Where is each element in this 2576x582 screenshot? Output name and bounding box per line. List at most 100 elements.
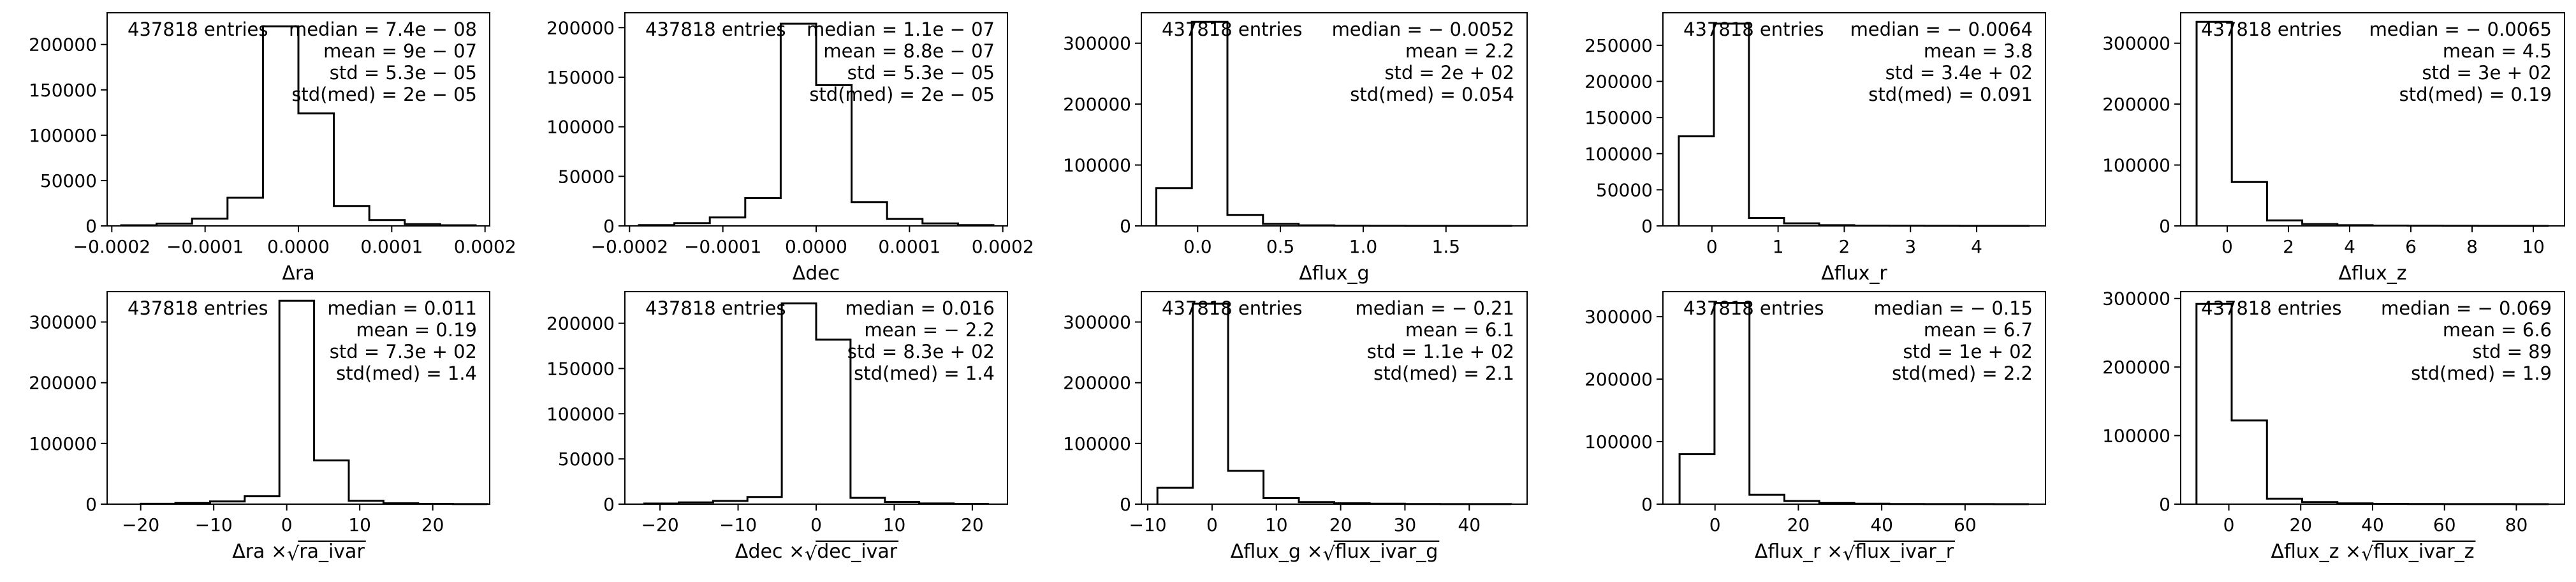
x-tick-label: −0.0001	[166, 236, 244, 257]
stat-line: std = 1.1e + 02	[1367, 341, 1514, 362]
histogram-panel-7: −20 −10 0 10 20 0 50000 100000 150000 200000 Δdec …	[546, 291, 1008, 565]
stat-line: std(med) = 1.4	[336, 362, 477, 384]
histogram-bin	[780, 24, 816, 226]
y-tick-label: 250000	[1584, 35, 1653, 56]
histogram-bin	[245, 496, 279, 504]
x-tick-label: −20	[641, 514, 679, 535]
histogram-bin	[279, 301, 314, 504]
histogram-panel-10: 0 20 40 60 80 0 100000 200000 300000 Δflux_z × √ f…	[2102, 288, 2565, 565]
x-tick-label: 0.5	[1266, 236, 1295, 257]
plot-frame	[1662, 12, 2046, 227]
histogram-bin	[816, 340, 851, 504]
sqrt-radical-icon: √	[287, 543, 300, 565]
y-tick-label: 200000	[546, 313, 615, 334]
stat-line: median = − 0.0064	[1850, 19, 2033, 40]
x-axis-label: Δflux_r	[1821, 262, 1887, 285]
x-tick-label: −10	[719, 514, 757, 535]
x-tick-label: 80	[2505, 514, 2528, 535]
histogram-bin	[263, 26, 298, 226]
x-tick-label: 60	[1954, 514, 1977, 535]
x-tick-label: 20	[1329, 514, 1352, 535]
histogram-bin	[1156, 188, 1192, 226]
x-axis-label: Δflux_g × √ flux_ivar_g	[1231, 541, 1440, 565]
x-tick-label: 4	[2344, 236, 2355, 257]
x-tick-label: 10	[348, 514, 371, 535]
y-tick-label: 150000	[1584, 107, 1653, 128]
histogram-panel-6: −20 −10 0 10 20 0 100000 200000 300000 Δra × √ ra_…	[29, 291, 490, 565]
histogram-bin	[2232, 421, 2267, 504]
stat-line: std(med) = 2e − 05	[291, 84, 477, 105]
stat-line: mean = 0.19	[356, 319, 477, 341]
histogram-bin	[1680, 454, 1715, 504]
y-tick-label: 200000	[1063, 373, 1131, 394]
plot-frame	[1141, 12, 1528, 227]
x-axis-label: Δdec × √ dec_ivar	[735, 541, 899, 565]
y-tick-label: 0	[603, 494, 615, 515]
x-tick-label: 0	[1206, 514, 1218, 535]
x-tick-label: 2	[2283, 236, 2294, 257]
x-axis-label-radicand: dec_ivar	[817, 541, 897, 563]
y-tick-label: 200000	[2102, 94, 2170, 115]
stat-line: median = − 0.069	[2381, 297, 2552, 319]
histogram-bin	[1227, 215, 1263, 226]
stat-line: std(med) = 1.4	[854, 362, 995, 384]
y-tick-label: 100000	[1063, 155, 1131, 176]
stat-line: mean = 4.5	[2443, 40, 2552, 62]
stat-line: std(med) = 0.19	[2399, 84, 2552, 105]
x-tick-label: −0.0002	[591, 236, 668, 257]
sqrt-radical-icon: √	[1323, 543, 1336, 565]
y-tick-label: 200000	[1584, 369, 1653, 390]
histogram-bin	[1749, 218, 1784, 227]
stat-line: mean = 3.8	[1924, 40, 2033, 62]
entries-count-label: 437818 entries	[1162, 297, 1302, 319]
plot-frame	[1141, 291, 1528, 505]
histogram-bin	[710, 218, 745, 226]
x-tick-label: 0	[810, 514, 822, 535]
y-tick-label: 0	[1641, 494, 1653, 515]
y-tick-label: 0	[85, 494, 97, 515]
stat-line: mean = 9e − 07	[323, 40, 477, 62]
x-tick-label: 20	[1787, 514, 1810, 535]
y-tick-label: 0	[2159, 494, 2170, 515]
x-tick-label: 20	[2289, 514, 2312, 535]
x-tick-label: 1.5	[1432, 236, 1461, 257]
x-axis-label: Δflux_z × √ flux_ivar_z	[2271, 541, 2476, 565]
x-axis-label-prefix: Δdec ×	[735, 541, 805, 563]
y-tick-label: 150000	[546, 67, 615, 88]
histogram-bin	[1228, 471, 1264, 504]
stat-line: mean = − 2.2	[864, 319, 995, 341]
y-tick-label: 100000	[1063, 433, 1131, 454]
histogram-bin	[1157, 488, 1193, 504]
stat-line: std = 2e + 02	[1384, 62, 1514, 84]
x-tick-label: 30	[1394, 514, 1417, 535]
sqrt-radical-icon: √	[805, 543, 817, 565]
y-tick-label: 100000	[1584, 431, 1653, 452]
x-tick-label: 10	[1265, 514, 1288, 535]
histogram-bin	[192, 219, 228, 226]
y-tick-label: 0	[2159, 216, 2170, 237]
histogram-bin	[887, 219, 923, 226]
histogram-step-line	[638, 22, 995, 227]
x-tick-label: 0	[2221, 236, 2233, 257]
stat-line: std(med) = 1.9	[2411, 362, 2552, 384]
x-tick-label: 40	[2361, 514, 2384, 535]
sqrt-radical-icon: √	[2361, 543, 2374, 565]
x-axis-label: Δdec	[793, 262, 840, 285]
y-tick-label: 0	[1120, 216, 1131, 237]
histogram-bin	[1750, 495, 1785, 504]
stat-line: mean = 6.6	[2443, 319, 2552, 341]
stat-line: median = 1.1e − 07	[807, 19, 995, 40]
y-tick-label: 100000	[2102, 155, 2170, 176]
histogram-bin	[2232, 182, 2267, 226]
y-tick-label: 0	[603, 216, 615, 237]
y-tick-label: 0	[85, 216, 97, 237]
y-tick-label: 50000	[558, 449, 615, 470]
x-tick-label: 0	[1706, 236, 1718, 257]
entries-count-label: 437818 entries	[1683, 297, 1824, 319]
x-tick-label: −10	[195, 514, 233, 535]
x-axis-label: Δflux_g	[1299, 262, 1369, 285]
y-tick-label: 0	[1120, 494, 1131, 515]
histogram-bin	[745, 198, 781, 227]
x-tick-label: −20	[122, 514, 159, 535]
